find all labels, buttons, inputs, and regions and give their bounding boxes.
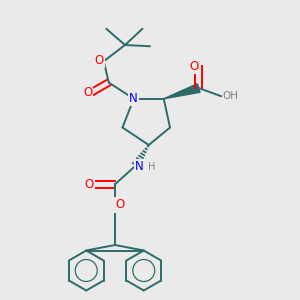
Text: H: H [148,163,156,172]
Text: OH: OH [223,91,239,101]
Text: O: O [94,53,104,67]
Text: O: O [83,86,92,99]
Polygon shape [164,84,200,99]
Text: N: N [135,160,144,173]
Text: O: O [189,60,198,73]
Text: O: O [115,199,124,212]
Text: O: O [84,178,93,191]
Text: N: N [129,92,138,105]
